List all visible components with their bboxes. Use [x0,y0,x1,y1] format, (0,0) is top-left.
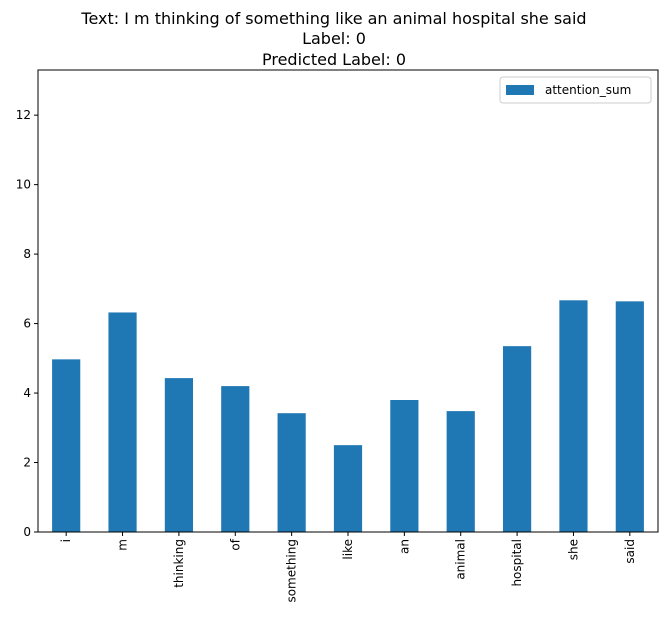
y-axis: 0 2 4 6 8 10 12 [16,108,38,539]
bar-like [333,445,363,532]
x-tick-label-of: of [228,538,242,550]
legend: attention_sum [499,76,652,104]
bar-series [52,300,644,532]
plot-area-frame [37,69,659,533]
x-tick-label-she: she [566,539,580,560]
bar-something [277,413,306,532]
x-tick-label-an: an [397,539,411,554]
y-tick-label: 12 [16,108,31,122]
bar-thinking [164,378,193,532]
bar-hospital [503,346,532,532]
y-tick-label: 6 [23,317,31,331]
bar-she [559,300,588,532]
x-tick-label-something: something [285,539,299,603]
chart-title-line-2: Label: 0 [302,29,366,48]
x-tick-label-like: like [341,539,355,560]
chart-title-line-3: Predicted Label: 0 [262,50,406,69]
bar-said [615,301,644,532]
x-tick-label-said: said [623,539,637,564]
x-axis: i m thinking of something like an animal hospita… [59,532,637,603]
bar-an [390,400,419,532]
x-tick-label-i: i [59,539,73,542]
bar-animal [446,411,475,532]
chart-title-line-1: Text: I m thinking of something like an … [80,9,586,28]
legend-label: attention_sum [545,83,631,97]
legend-box [499,76,652,104]
bar-m [108,312,137,532]
y-tick-label: 0 [23,525,31,539]
x-tick-label-thinking: thinking [172,539,186,588]
x-tick-label-m: m [116,539,130,551]
y-tick-label: 10 [16,178,31,192]
x-tick-label-animal: animal [454,539,468,580]
legend-swatch [506,85,534,95]
y-tick-label: 4 [23,386,31,400]
y-tick-label: 8 [23,247,31,261]
bar-i [52,359,81,532]
y-tick-label: 2 [23,456,31,470]
chart-title: Text: I m thinking of something like an … [80,9,586,69]
bar-of [221,386,250,532]
x-tick-label-hospital: hospital [510,539,524,587]
